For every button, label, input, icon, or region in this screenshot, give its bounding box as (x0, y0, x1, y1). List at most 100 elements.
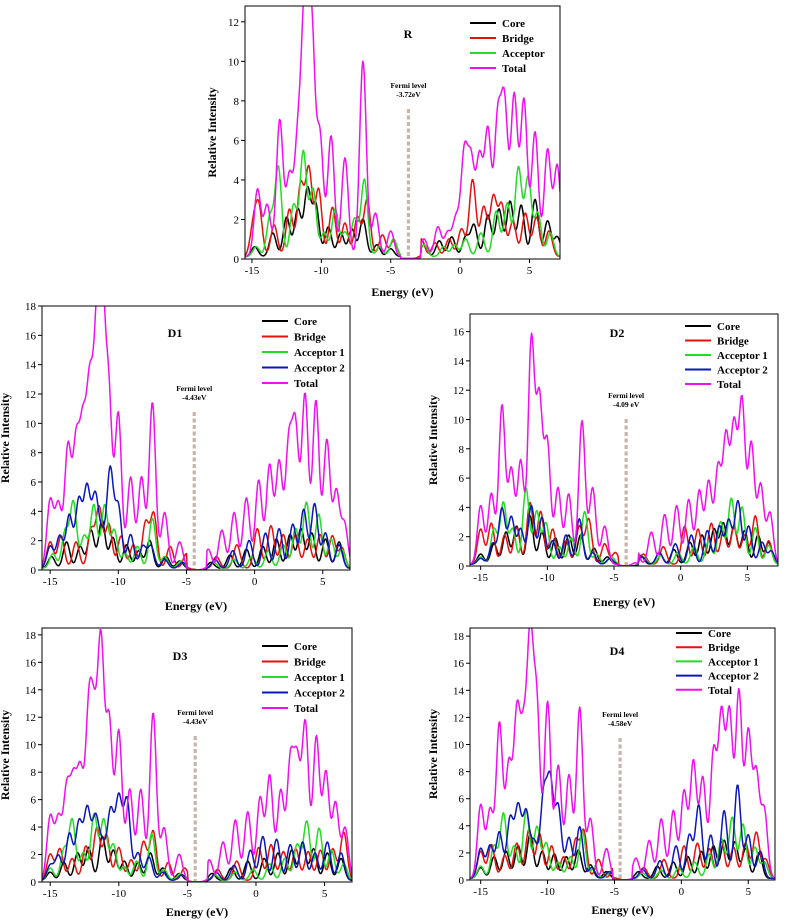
legend-label: Bridge (294, 332, 326, 344)
fermi-level-label: Fermi level (390, 81, 426, 90)
y-tick-label: 18 (453, 631, 465, 643)
y-tick-label: 16 (25, 330, 37, 342)
x-tick-label: 5 (745, 572, 751, 584)
legend-label: Core (294, 641, 317, 653)
fermi-level-label: Fermi level (602, 710, 638, 719)
legend-label: Core (502, 18, 525, 30)
y-tick-label: 4 (31, 506, 37, 518)
x-axis-label: Energy (eV) (371, 285, 433, 299)
y-tick-label: 4 (459, 502, 465, 514)
axes-frame (469, 627, 776, 881)
fermi-level-value: -4.43eV (182, 393, 207, 402)
x-tick-label: 5 (320, 576, 326, 588)
y-tick-label: 18 (25, 630, 37, 642)
x-tick-label: -10 (111, 576, 126, 588)
y-tick-label: 12 (453, 385, 464, 397)
legend-label: Bridge (294, 657, 326, 669)
panel-r: Fermi level-3.72eV -15 -10 -5 0 5 0 2 4 6 8 10 12 Ene… (205, 5, 561, 299)
fermi-level-label: Fermi level (176, 384, 212, 393)
axes-frame (41, 627, 353, 883)
legend-label: Total (708, 685, 732, 697)
x-tick-label: 5 (745, 886, 751, 898)
panel-d4: Fermi level-4.58eV -15 -10 -5 0 5 0 2 4 6 8 10 12 14 1… (426, 627, 776, 917)
y-tick-label: 12 (453, 712, 464, 724)
y-tick-label: 2 (459, 532, 465, 544)
legend-label: Core (708, 628, 731, 640)
y-tick-label: 6 (31, 795, 37, 807)
y-tick-label: 8 (31, 767, 37, 779)
y-tick-label: 0 (31, 877, 37, 889)
legend-label: Acceptor 1 (294, 672, 345, 684)
x-tick-label: -5 (183, 888, 193, 900)
y-tick-label: 2 (459, 848, 465, 860)
x-tick-label: -15 (473, 572, 488, 584)
y-tick-label: 8 (234, 96, 240, 108)
axes-frame (41, 305, 351, 571)
legend-label: Acceptor 1 (294, 347, 345, 359)
y-tick-label: 2 (234, 214, 240, 226)
legend-label: Acceptor 2 (294, 688, 345, 700)
legend-label: Acceptor (502, 48, 545, 60)
x-tick-label: -10 (540, 572, 555, 584)
fermi-level-value: -3.72eV (396, 90, 421, 99)
panel-title: D2 (610, 326, 625, 340)
y-tick-label: 0 (459, 561, 465, 573)
y-tick-label: 8 (459, 767, 465, 779)
legend-label: Core (294, 316, 317, 328)
y-tick-label: 14 (25, 360, 37, 372)
y-tick-label: 14 (453, 356, 465, 368)
y-tick-label: 12 (228, 17, 239, 29)
y-tick-label: 10 (25, 418, 37, 430)
x-tick-label: -15 (43, 888, 58, 900)
x-axis-label: Energy (eV) (166, 905, 228, 919)
y-tick-label: 8 (31, 448, 37, 460)
x-axis-label: Energy (eV) (591, 903, 653, 917)
x-axis-label: Energy (eV) (165, 599, 227, 613)
y-tick-label: 6 (459, 473, 465, 485)
x-tick-label: 0 (253, 888, 259, 900)
y-axis-label: Relative Intensity (0, 393, 12, 483)
y-tick-label: 14 (453, 685, 465, 697)
x-tick-label: 0 (679, 886, 685, 898)
y-tick-label: 16 (453, 658, 465, 670)
series-acceptor (245, 149, 560, 259)
series-bridge (470, 501, 778, 566)
fermi-level-label: Fermi level (608, 391, 644, 400)
legend-label: Bridge (708, 642, 740, 654)
legend-label: Acceptor 2 (717, 365, 768, 377)
y-axis-label: Relative Intensity (426, 709, 440, 799)
legend-label: Total (294, 703, 318, 715)
y-tick-label: 18 (25, 301, 37, 313)
legend-label: Acceptor 2 (294, 363, 345, 375)
series-acceptor-2 (42, 792, 352, 882)
x-tick-label: -5 (610, 886, 620, 898)
fermi-level-value: -4.43eV (183, 717, 208, 726)
y-tick-label: 12 (25, 389, 36, 401)
panel-title: R (404, 27, 413, 41)
x-tick-label: -5 (609, 572, 619, 584)
x-tick-label: -10 (111, 888, 126, 900)
panel-title: D1 (168, 326, 183, 340)
y-tick-label: 10 (453, 740, 465, 752)
y-tick-label: 4 (459, 821, 465, 833)
x-tick-label: -5 (386, 265, 396, 277)
y-tick-label: 2 (31, 536, 37, 548)
x-tick-label: 0 (457, 265, 463, 277)
panel-title: D3 (173, 649, 188, 663)
panel-title: D4 (610, 644, 625, 658)
dos-curves (42, 306, 350, 570)
legend-label: Bridge (717, 336, 749, 348)
y-tick-label: 4 (31, 822, 37, 834)
axes-frame (469, 313, 779, 567)
y-tick-label: 10 (228, 56, 240, 68)
y-tick-label: 16 (25, 657, 37, 669)
legend-label: Acceptor 1 (708, 656, 759, 668)
panel-d3: Fermi level-4.43eV -15 -10 -5 0 5 0 2 4 6 8 10 12 14 1… (0, 627, 353, 919)
legend-label: Total (717, 379, 741, 391)
legend-label: Bridge (502, 33, 534, 45)
x-tick-label: -15 (43, 576, 58, 588)
x-axis-label: Energy (eV) (593, 595, 655, 609)
y-tick-label: 10 (25, 740, 37, 752)
x-tick-label: 5 (527, 265, 533, 277)
